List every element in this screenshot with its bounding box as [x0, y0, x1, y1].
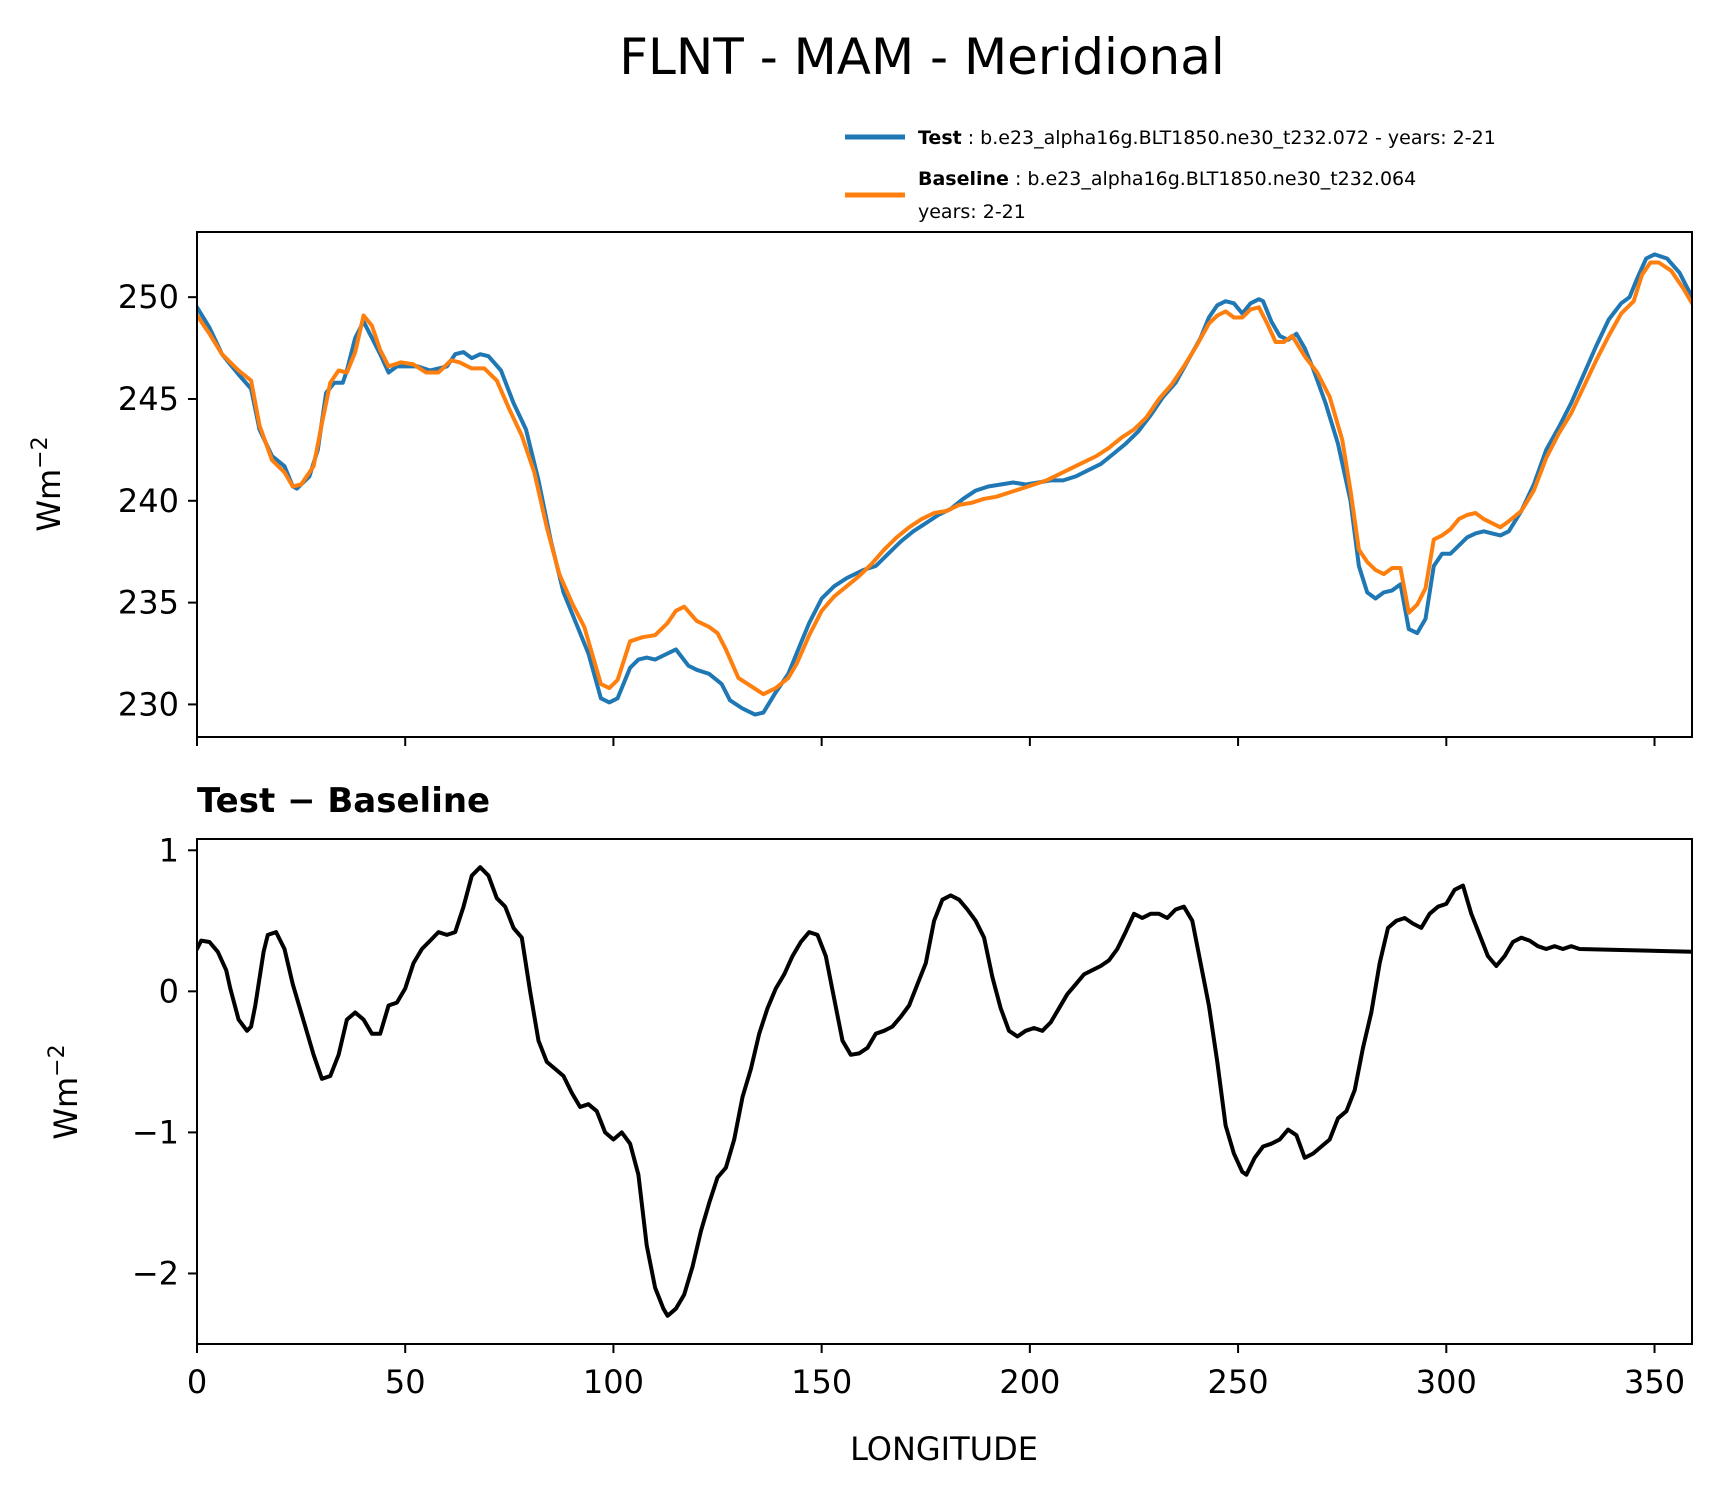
bottom-xtick-label: 350: [1624, 1363, 1685, 1401]
legend-test-label: Test: [918, 127, 962, 149]
figure-title: FLNT - MAM - Meridional: [619, 28, 1225, 86]
top-y-axis-label: Wm−2: [28, 436, 68, 531]
bottom-xtick-label: 50: [385, 1363, 426, 1401]
top-series-baseline-line: [197, 260, 1692, 697]
bottom-y-label-unit: Wm: [47, 1077, 85, 1140]
top-ytick-label: 240: [118, 482, 179, 520]
bottom-xtick-label: 300: [1416, 1363, 1477, 1401]
legend-baseline-desc: : b.e23_alpha16g.BLT1850.ne30_t232.064: [1015, 168, 1416, 190]
bottom-series-test-baseline-line: [197, 865, 1692, 1318]
top-ytick-label: 235: [118, 584, 179, 622]
diff-panel-title: Test − Baseline: [197, 781, 490, 821]
bottom-y-label-exponent: −2: [45, 1044, 70, 1076]
legend-test-text: Test : b.e23_alpha16g.BLT1850.ne30_t232.0…: [918, 127, 1496, 149]
legend-test-desc: : b.e23_alpha16g.BLT1850.ne30_t232.072 -…: [968, 127, 1496, 149]
bottom-ytick-label: 1: [159, 831, 179, 869]
top-axis-ticks: 230 235 240 245 250: [118, 278, 1656, 746]
bottom-xtick-label: 0: [187, 1363, 207, 1401]
bottom-y-axis-label: Wm−2: [45, 1044, 85, 1139]
top-panel: 230 235 240 245 250 Wm−2: [28, 231, 1693, 746]
bottom-plot-frame: [196, 838, 1693, 1345]
bottom-xtick-label: 100: [583, 1363, 644, 1401]
bottom-ytick-label: 0: [159, 972, 179, 1010]
bottom-axis-ticks: −2 −1 0 1 0 50 100 150 200 250 300 350: [132, 831, 1685, 1401]
top-plot-lines: [197, 252, 1692, 717]
legend-baseline-text: Baseline : b.e23_alpha16g.BLT1850.ne30_t2…: [918, 168, 1416, 190]
top-y-label-unit: Wm: [30, 469, 68, 532]
bottom-xtick-label: 200: [999, 1363, 1060, 1401]
top-series-test-line: [197, 252, 1692, 717]
top-ytick-label: 230: [118, 685, 179, 723]
bottom-panel: Test − Baseline −2 −1 0 1 0 50 100 150 200 250 300…: [45, 781, 1693, 1468]
top-plot-frame: [196, 231, 1693, 738]
bottom-ytick-label: −2: [132, 1254, 179, 1292]
legend: Test : b.e23_alpha16g.BLT1850.ne30_t232.0…: [845, 127, 1496, 223]
bottom-ytick-label: −1: [132, 1113, 179, 1151]
x-axis-label: LONGITUDE: [850, 1430, 1038, 1468]
legend-baseline-years: years: 2-21: [918, 201, 1026, 223]
top-ytick-label: 245: [118, 380, 179, 418]
legend-baseline-label: Baseline: [918, 168, 1009, 190]
bottom-plot-lines: [197, 865, 1692, 1318]
top-ytick-label: 250: [118, 278, 179, 316]
bottom-xtick-label: 250: [1208, 1363, 1269, 1401]
top-y-label-exponent: −2: [28, 436, 53, 468]
bottom-xtick-label: 150: [791, 1363, 852, 1401]
